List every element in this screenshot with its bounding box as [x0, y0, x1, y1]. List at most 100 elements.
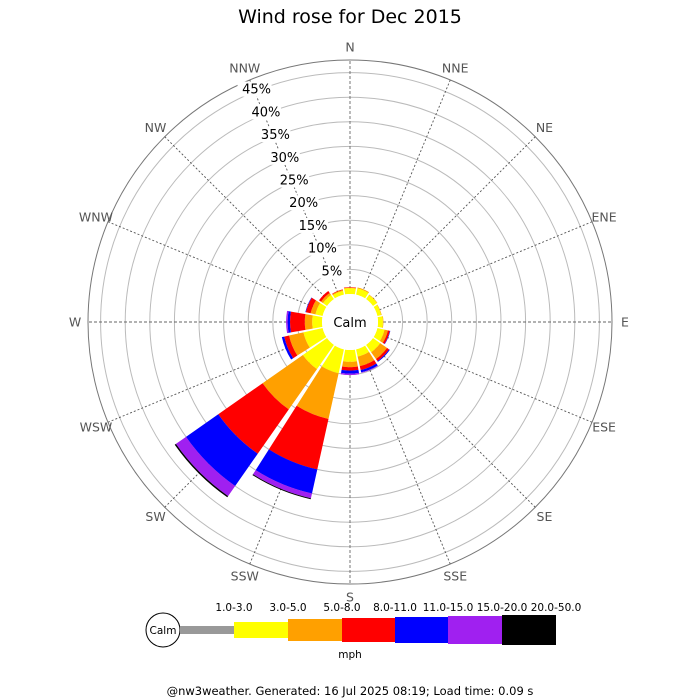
chart-title: Wind rose for Dec 2015 [238, 6, 462, 28]
tick-label-bg [246, 104, 281, 120]
sector-se-bin-1 [366, 338, 381, 353]
sector-n-bin-1 [344, 288, 356, 295]
sector-wnw-bin-2 [310, 300, 321, 315]
sector-w-bin-3 [290, 311, 306, 333]
direction-label-s: S [346, 590, 354, 605]
legend-swatch-2 [288, 619, 342, 641]
tick-label-bg [294, 217, 329, 233]
sector-ssw-bin-4 [255, 449, 318, 494]
legend-bin-label: 8.0-11.0 [373, 602, 417, 614]
direction-label-w: W [69, 315, 81, 330]
spoke-SE [369, 341, 536, 508]
direction-label-se: SE [537, 509, 553, 524]
spoke-SSE [360, 347, 451, 565]
sector-n-bin-3 [343, 287, 357, 289]
grid-ring [247, 219, 453, 425]
footer-text: @nw3weather. Generated: 16 Jul 2025 08:1… [166, 684, 534, 698]
legend-swatch-0 [180, 626, 234, 634]
sector-w-bin-1 [312, 315, 323, 329]
legend-bin-label: 1.0-3.0 [215, 602, 252, 614]
sector-se-bin-2 [371, 343, 388, 360]
radial-tick-label: 40% [252, 105, 281, 120]
sector-ssw-bin-5 [253, 470, 312, 499]
sector-sse-bin-5 [361, 365, 378, 373]
sector-ese-bin-1 [373, 328, 385, 342]
grid-ring [223, 195, 477, 449]
sector-ssw-bin-1 [321, 345, 344, 374]
sector-s-bin-3 [341, 366, 359, 371]
sector-nw-bin-3 [319, 291, 330, 302]
sector-sw-bin-4 [186, 414, 258, 486]
sector-s-bin-4 [341, 369, 359, 374]
radial-tick-label: 15% [299, 219, 328, 234]
legend-swatch-4 [395, 617, 448, 643]
spoke-NNW [249, 79, 340, 297]
sector-e-bin-2 [382, 316, 384, 328]
sector-wsw-bin-2 [289, 332, 310, 356]
tick-label-bg [265, 149, 300, 165]
spoke-WNW [107, 221, 325, 312]
sector-nne-bin-1 [356, 288, 369, 299]
sector-w-bin-5 [286, 310, 289, 334]
sector-ne-bin-1 [366, 295, 377, 306]
tick-label-bg [284, 195, 319, 211]
spoke-NNE [360, 79, 451, 297]
tick-label-bg [312, 263, 347, 279]
sector-s-bin-2 [342, 361, 358, 368]
direction-label-sw: SW [145, 509, 165, 524]
radial-tick-label: 45% [242, 83, 271, 98]
calm-label: Calm [333, 316, 366, 331]
legend-units-label: mph [338, 649, 362, 661]
grid-ring [272, 244, 428, 400]
sector-se-bin-4 [377, 349, 390, 362]
tick-label-bg [256, 127, 291, 143]
sector-w-bin-4 [287, 311, 291, 333]
sector-wnw-bin-4 [305, 297, 312, 313]
spoke-NW [164, 136, 331, 303]
direction-label-ene: ENE [591, 209, 616, 224]
direction-label-wnw: WNW [79, 209, 113, 224]
sector-ese-bin-4 [384, 330, 391, 345]
sector-sw-bin-1 [302, 338, 334, 370]
direction-label-nw: NW [145, 120, 167, 135]
spoke-WSW [107, 332, 325, 423]
radial-tick-label: 20% [289, 196, 318, 211]
direction-label-ssw: SSW [231, 569, 259, 584]
outer-ring [87, 59, 613, 585]
sector-wsw-bin-3 [284, 335, 298, 359]
sector-ssw-bin-2 [296, 366, 339, 419]
sector-ne-bin-2 [368, 294, 378, 304]
legend-swatch-6 [502, 615, 556, 645]
sector-nnw-bin-3 [332, 289, 343, 295]
sector-sse-bin-3 [359, 360, 377, 370]
tick-label-bg [303, 240, 338, 256]
sector-se-bin-3 [375, 347, 390, 362]
sector-ssw-bin-3 [268, 405, 329, 470]
sector-nne-bin-2 [357, 287, 370, 293]
sector-sse-bin-2 [357, 351, 375, 367]
sector-nw-bin-2 [321, 293, 332, 304]
direction-label-nne: NNE [442, 60, 469, 75]
sector-s-bin-1 [343, 349, 357, 362]
sector-sse-bin-1 [356, 345, 370, 357]
legend-swatch-5 [448, 616, 502, 644]
grid [87, 59, 613, 585]
sectors [174, 287, 391, 500]
legend-bin-label: 5.0-8.0 [323, 602, 360, 614]
direction-label-nnw: NNW [229, 60, 260, 75]
tick-label-bg [275, 172, 310, 188]
sector-wsw-bin-4 [281, 336, 294, 360]
direction-label-e: E [621, 315, 629, 330]
radial-tick-label: 10% [308, 242, 337, 257]
radial-tick-label: 5% [322, 264, 343, 279]
sector-n-bin-2 [344, 287, 356, 289]
legend-swatch-3 [342, 618, 395, 642]
direction-label-sse: SSE [443, 569, 467, 584]
sector-w-bin-2 [304, 314, 313, 330]
direction-label-ne: NE [536, 120, 553, 135]
legend-bin-label: 20.0-50.0 [531, 602, 582, 614]
direction-label-n: N [345, 40, 354, 55]
legend: Calm 1.0-3.0 3.0-5.0 5.0-8.0 8.0-11.0 11.0-15… [145, 602, 582, 661]
legend-bin-label: 11.0-15.0 [423, 602, 474, 614]
radial-tick-label: 25% [280, 173, 309, 188]
